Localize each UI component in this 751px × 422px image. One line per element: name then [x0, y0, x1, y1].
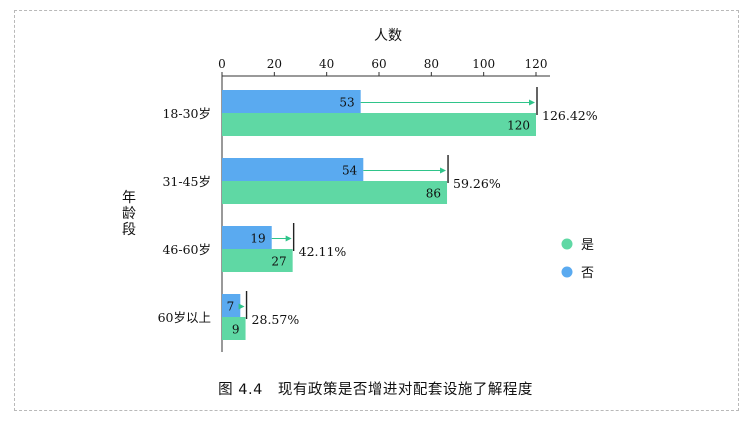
- bar-value-label: 120: [507, 119, 530, 133]
- bar-no: [222, 226, 272, 249]
- category-label: 18-30岁: [162, 106, 211, 121]
- x-tick-label: 20: [267, 57, 282, 71]
- bar-yes: [222, 317, 246, 340]
- x-tick-label: 120: [525, 57, 548, 71]
- y-axis-title-char: 龄: [122, 206, 136, 222]
- category-label: 60岁以上: [158, 310, 211, 325]
- x-tick-label: 40: [319, 57, 334, 71]
- bar-value-label: 27: [271, 255, 286, 269]
- x-tick-label: 0: [218, 57, 226, 71]
- bar-value-label: 19: [250, 232, 265, 246]
- category-label: 31-45岁: [162, 174, 211, 189]
- growth-arrow-head: [440, 167, 447, 174]
- figure-caption: 图 4.4 现有政策是否增进对配套设施了解程度: [218, 382, 533, 398]
- x-tick-label: 60: [371, 57, 386, 71]
- bar-value-label: 9: [232, 323, 240, 337]
- y-axis-title-char: 年: [122, 190, 136, 206]
- bar-no: [222, 158, 364, 181]
- y-axis-title: 年龄段: [122, 190, 136, 238]
- legend-marker: [561, 266, 573, 278]
- growth-arrow-head: [285, 235, 292, 242]
- growth-arrow-head: [238, 303, 245, 310]
- bar-value-label: 54: [342, 164, 358, 178]
- bar-value-label: 53: [339, 96, 354, 110]
- figure-frame: [14, 10, 739, 411]
- bar-yes: [222, 113, 536, 136]
- bar-yes: [222, 249, 293, 272]
- growth-percent-label: 126.42%: [542, 108, 598, 123]
- bar-value-label: 86: [426, 187, 441, 201]
- legend-label: 是: [581, 238, 594, 253]
- category-label: 46-60岁: [162, 242, 211, 257]
- x-axis-title: 人数: [374, 28, 402, 44]
- bar-no: [222, 294, 241, 317]
- bar-value-label: 7: [227, 300, 235, 314]
- x-tick-label: 80: [424, 57, 439, 71]
- bar-yes: [222, 181, 448, 204]
- growth-arrow-head: [529, 99, 535, 106]
- y-axis-title-char: 段: [122, 222, 136, 238]
- growth-percent-label: 28.57%: [252, 312, 300, 327]
- growth-percent-label: 59.26%: [453, 176, 501, 191]
- bar-no: [222, 90, 361, 113]
- legend-marker: [561, 238, 573, 250]
- x-tick-label: 100: [472, 57, 495, 71]
- legend-label: 否: [581, 266, 594, 281]
- growth-percent-label: 42.11%: [299, 244, 347, 259]
